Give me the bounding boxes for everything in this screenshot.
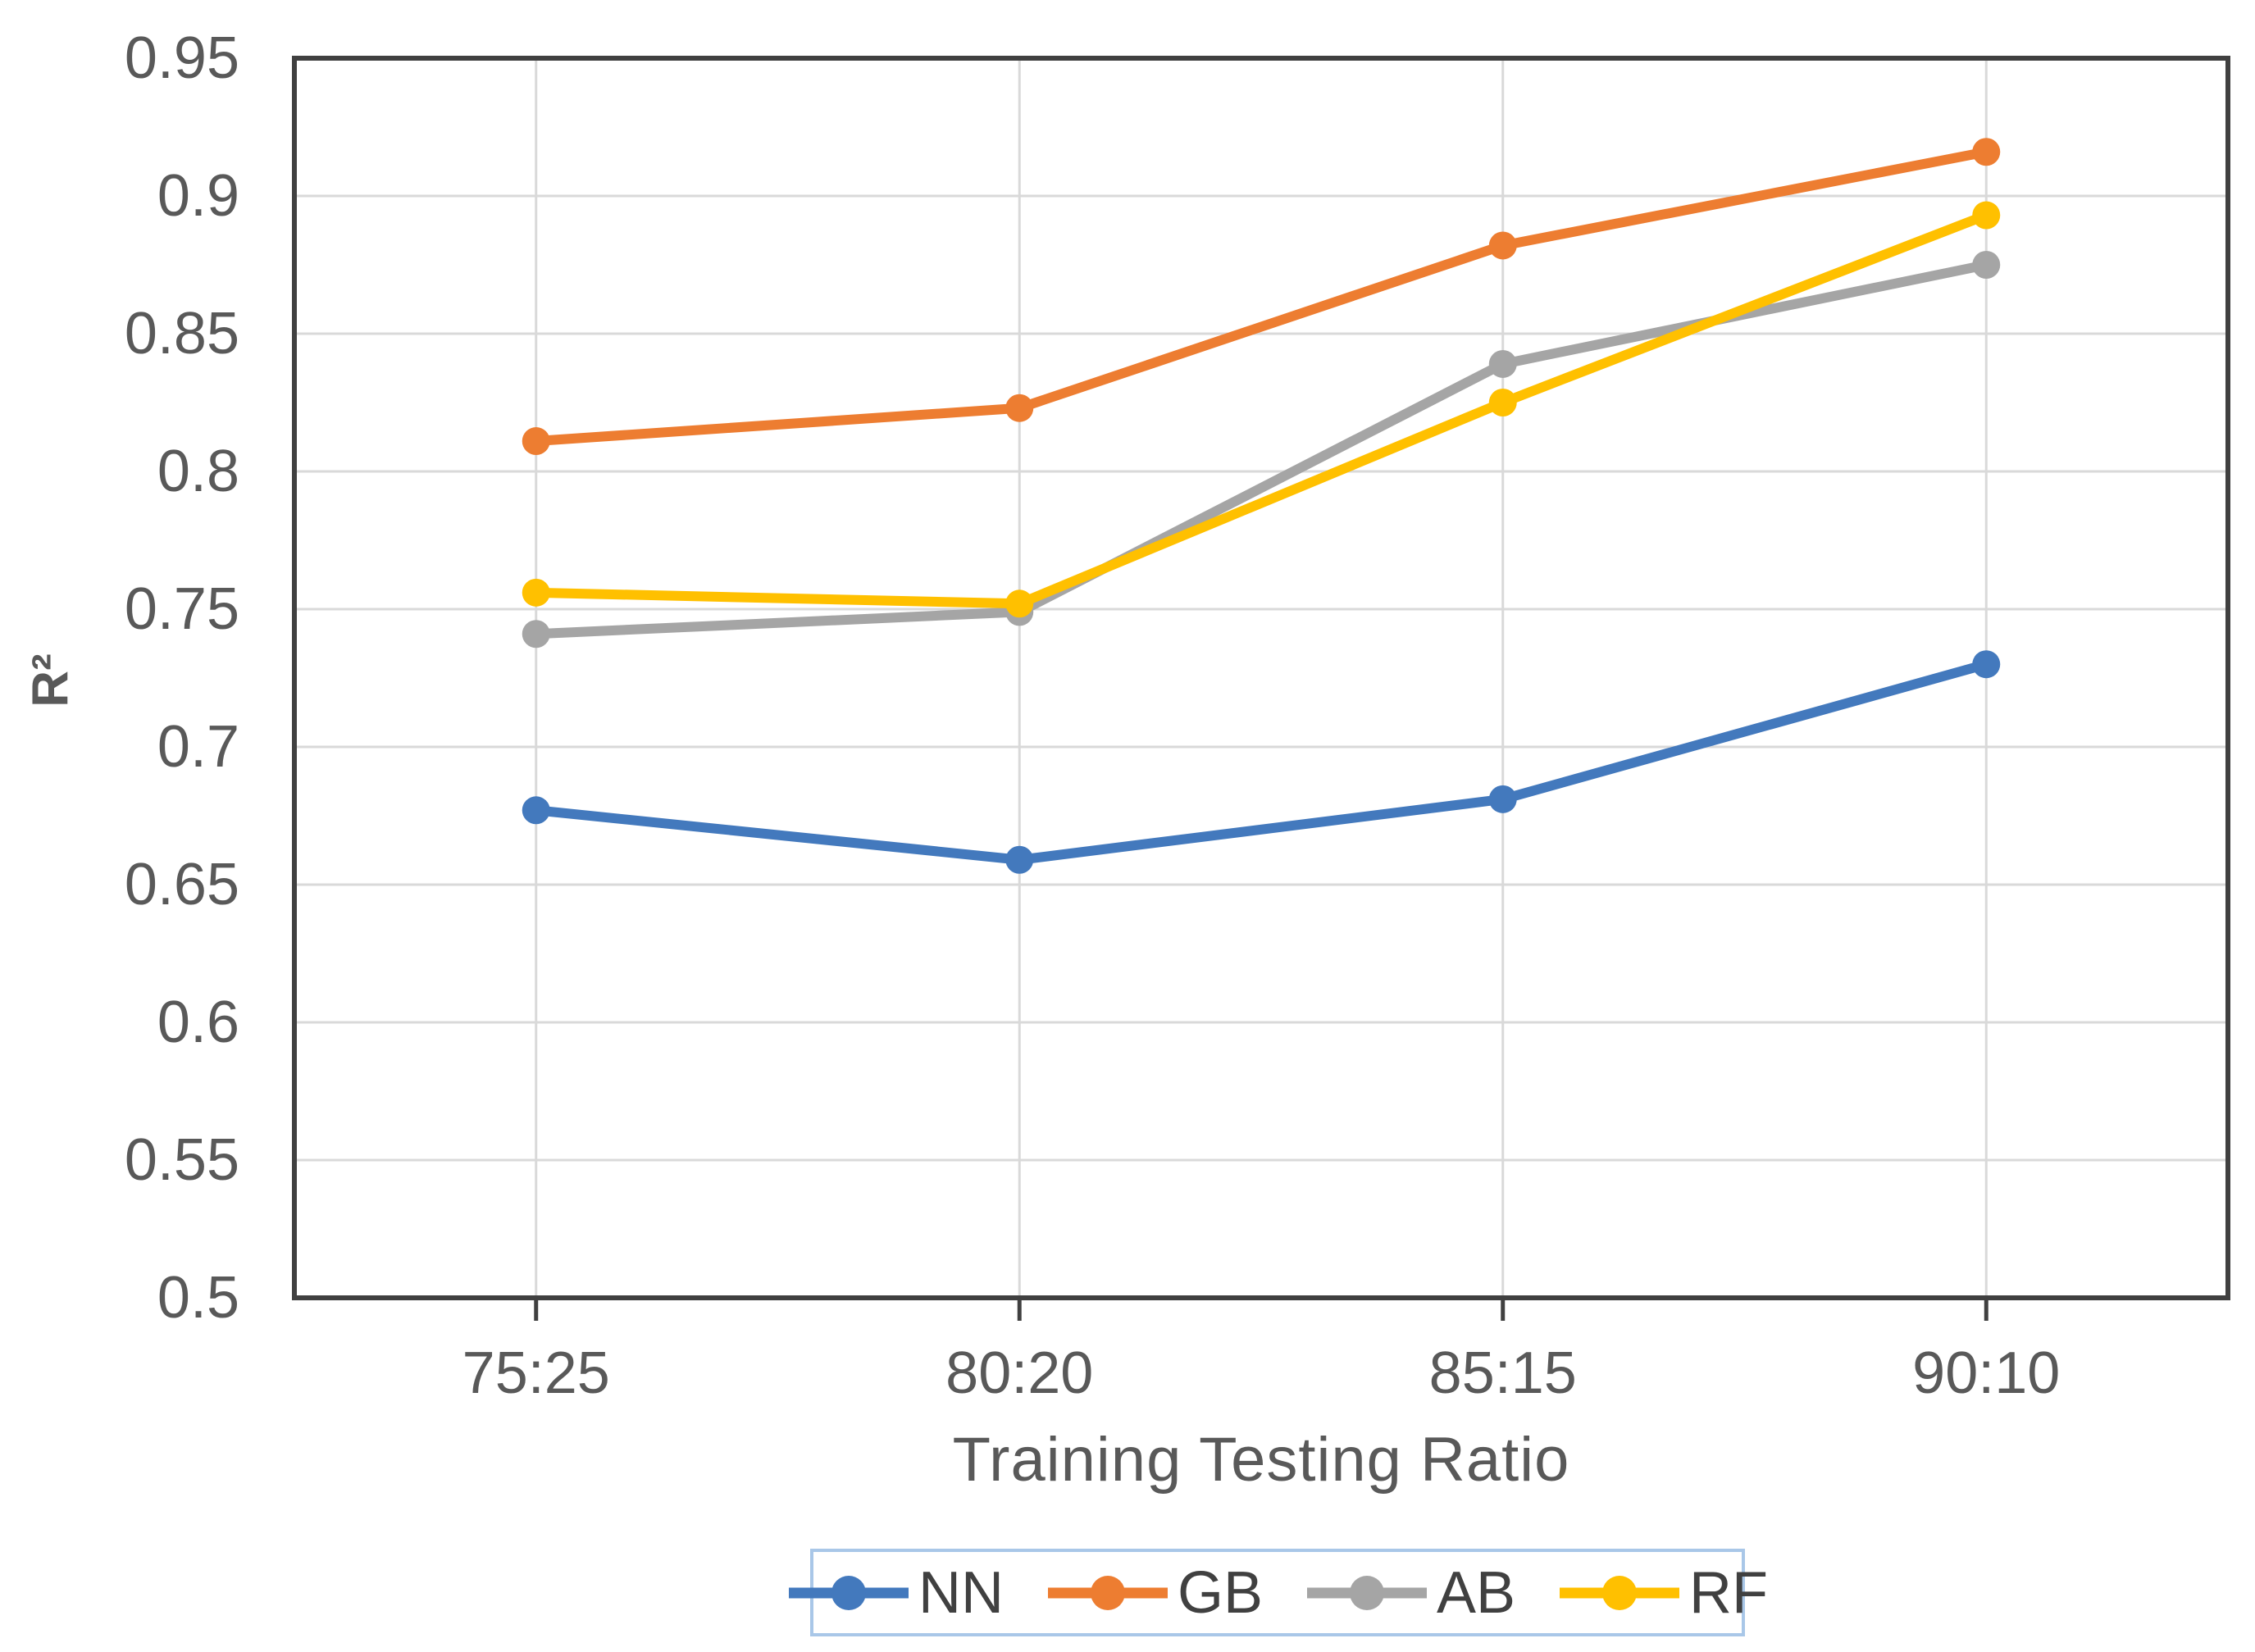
series-marker-ab	[1972, 251, 2001, 279]
series-marker-gb	[1972, 138, 2001, 166]
series-marker-ab	[522, 620, 550, 649]
x-axis-title: Training Testing Ratio	[952, 1425, 1570, 1495]
legend-label-nn: NN	[918, 1559, 1004, 1626]
legend-item-gb: GB	[1046, 1563, 1263, 1622]
legend-item-nn: NN	[787, 1563, 1004, 1622]
legend-marker-nn	[788, 1575, 909, 1610]
series-marker-nn	[1488, 785, 1517, 813]
series-marker-rf	[1972, 201, 2001, 230]
series-marker-rf	[1488, 389, 1517, 416]
legend-marker-ab	[1307, 1575, 1427, 1610]
series-marker-rf	[522, 578, 550, 607]
series-marker-gb	[1488, 231, 1517, 260]
legend-label-ab: AB	[1437, 1559, 1516, 1626]
series-marker-gb	[522, 427, 550, 456]
series-marker-nn	[1005, 845, 1034, 874]
legend-marker-gb	[1047, 1575, 1168, 1610]
legend-marker-rf	[1560, 1575, 1680, 1610]
legend-item-rf: RF	[1558, 1563, 1768, 1622]
legend-label-rf: RF	[1689, 1559, 1769, 1626]
series-marker-nn	[522, 796, 550, 825]
legend: NN GB AB RF	[788, 1549, 1768, 1636]
plot-border	[292, 56, 2230, 1300]
series-line-gb	[531, 147, 1992, 447]
y-axis-title: R²	[22, 653, 80, 708]
legend-label-gb: GB	[1177, 1559, 1263, 1626]
series-line-rf	[531, 210, 1992, 609]
series-line-ab	[531, 260, 1992, 639]
series-marker-rf	[1005, 589, 1034, 618]
series-line-nn	[531, 659, 1992, 865]
series-marker-nn	[1972, 650, 2001, 679]
legend-item-ab: AB	[1305, 1563, 1515, 1622]
series-marker-ab	[1488, 349, 1517, 378]
series-marker-gb	[1005, 394, 1034, 422]
